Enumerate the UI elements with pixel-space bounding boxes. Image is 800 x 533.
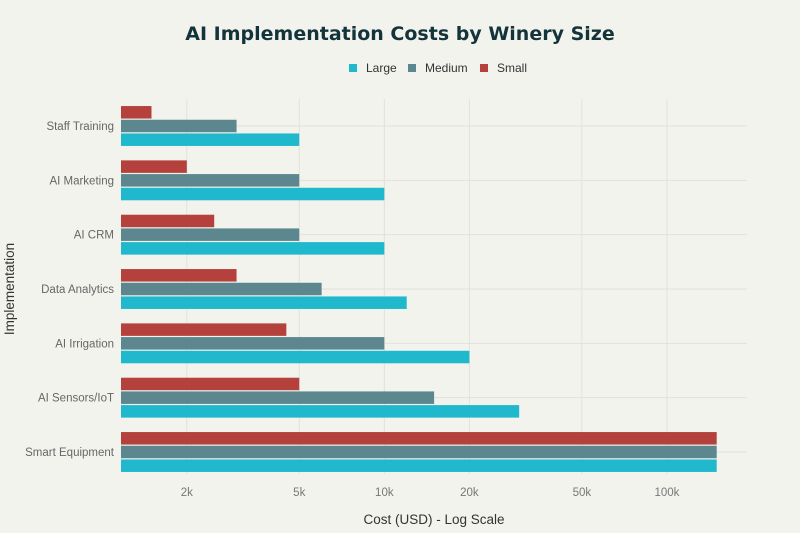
- y-category-label: Smart Equipment: [25, 447, 115, 459]
- bar-medium-ai-crm: [121, 228, 300, 241]
- y-axis-title: Implementation: [2, 243, 17, 335]
- bar-small-ai-marketing: [121, 160, 187, 173]
- legend-item-large[interactable]: Large: [349, 61, 397, 75]
- bar-large-staff-training: [121, 133, 300, 146]
- bars: [121, 106, 717, 472]
- y-category-label: AI Sensors/IoT: [38, 393, 114, 405]
- x-tick-label: 20k: [460, 487, 479, 499]
- legend-item-small[interactable]: Small: [480, 61, 527, 75]
- legend: Large Medium Small: [349, 61, 527, 75]
- x-tick-label: 5k: [293, 487, 305, 499]
- x-axis-ticks: 2k 5k 10k 20k 50k 100k: [181, 487, 680, 499]
- bar-medium-smart-equipment: [121, 445, 717, 459]
- y-axis-categories: Staff Training AI Marketing AI CRM Data Ana…: [25, 121, 115, 459]
- y-category-label: Data Analytics: [41, 284, 114, 296]
- legend-swatch: [349, 64, 357, 72]
- bar-medium-ai-sensors-iot: [121, 391, 435, 404]
- y-category-label: AI Irrigation: [55, 338, 114, 350]
- bar-small-ai-crm: [121, 214, 215, 228]
- legend-label: Medium: [425, 61, 468, 75]
- bar-large-ai-sensors-iot: [121, 405, 520, 418]
- x-tick-label: 50k: [573, 487, 592, 499]
- x-tick-label: 10k: [375, 487, 394, 499]
- bar-small-staff-training: [121, 106, 152, 119]
- legend-label: Small: [497, 61, 527, 75]
- bar-medium-ai-marketing: [121, 174, 300, 187]
- bar-medium-staff-training: [121, 119, 237, 133]
- bar-large-data-analytics: [121, 296, 407, 309]
- bar-small-smart-equipment: [121, 432, 717, 445]
- legend-item-medium[interactable]: Medium: [408, 61, 468, 75]
- y-category-label: AI CRM: [74, 230, 114, 242]
- legend-swatch: [408, 64, 416, 72]
- bar-small-ai-irrigation: [121, 323, 287, 336]
- chart-title: AI Implementation Costs by Winery Size: [185, 23, 614, 45]
- bar-medium-ai-irrigation: [121, 337, 385, 350]
- y-category-label: AI Marketing: [49, 175, 114, 187]
- bar-small-ai-sensors-iot: [121, 377, 300, 391]
- bar-large-ai-marketing: [121, 187, 385, 201]
- x-tick-label: 2k: [181, 487, 193, 499]
- bar-medium-data-analytics: [121, 282, 322, 296]
- bar-large-ai-crm: [121, 242, 385, 255]
- bar-large-smart-equipment: [121, 459, 717, 472]
- legend-swatch: [480, 64, 488, 72]
- legend-label: Large: [366, 61, 397, 75]
- bar-small-data-analytics: [121, 269, 237, 282]
- y-category-label: Staff Training: [46, 121, 114, 133]
- x-tick-label: 100k: [654, 487, 679, 499]
- x-axis-title: Cost (USD) - Log Scale: [363, 512, 504, 527]
- bar-large-ai-irrigation: [121, 350, 470, 364]
